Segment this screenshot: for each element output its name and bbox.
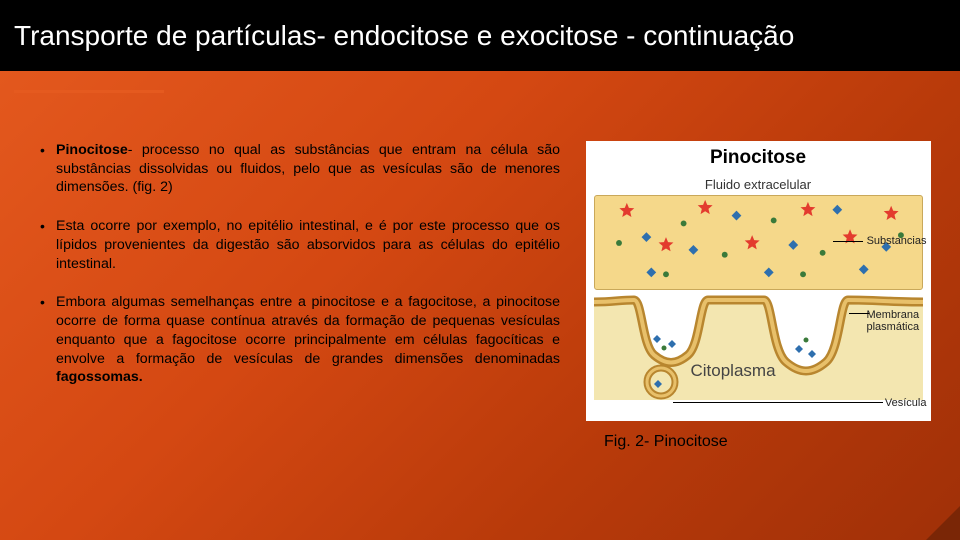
slide-root: Transporte de partículas- endocitose e e… [0, 0, 960, 540]
corner-fold-icon [926, 506, 960, 540]
bullet-tail-bold: fagossomas. [56, 369, 143, 385]
text-column: Pinocitose- processo no qual as substânc… [40, 141, 560, 451]
bullet-text: - processo no qual as substâncias que en… [56, 142, 560, 195]
bullet-item: Embora algumas semelhanças entre a pinoc… [40, 293, 560, 387]
bullet-list: Pinocitose- processo no qual as substânc… [40, 141, 560, 387]
bullet-text: Esta ocorre por exemplo, no epitélio int… [56, 218, 560, 271]
bullet-item: Esta ocorre por exemplo, no epitélio int… [40, 217, 560, 273]
body-area: Pinocitose- processo no qual as substânc… [0, 71, 960, 451]
cytoplasm-label: Citoplasma [691, 361, 776, 381]
figure-column: Pinocitose Fluido extracelular [574, 141, 942, 451]
fluid-label: Fluido extracelular [586, 177, 931, 192]
accent-underline [14, 90, 164, 93]
bullet-text: Embora algumas semelhanças entre a pinoc… [56, 294, 560, 366]
title-bar: Transporte de partículas- endocitose e e… [0, 0, 960, 71]
membrane-svg [594, 290, 923, 400]
bullet-lead: Pinocitose [56, 142, 128, 158]
slide-title: Transporte de partículas- endocitose e e… [14, 18, 936, 53]
figure-caption: Fig. 2- Pinocitose [574, 433, 728, 451]
membrane-label: Membrana plasmática [867, 309, 927, 333]
pointer-line [849, 313, 869, 314]
pinocitose-diagram: Pinocitose Fluido extracelular [586, 141, 931, 421]
substances-label: Substancias [867, 235, 927, 247]
pointer-line [833, 241, 863, 242]
diagram-title: Pinocitose [586, 147, 931, 169]
pointer-line [673, 402, 883, 403]
bullet-item: Pinocitose- processo no qual as substânc… [40, 141, 560, 197]
vesicle-label: Vesícula [885, 397, 927, 409]
